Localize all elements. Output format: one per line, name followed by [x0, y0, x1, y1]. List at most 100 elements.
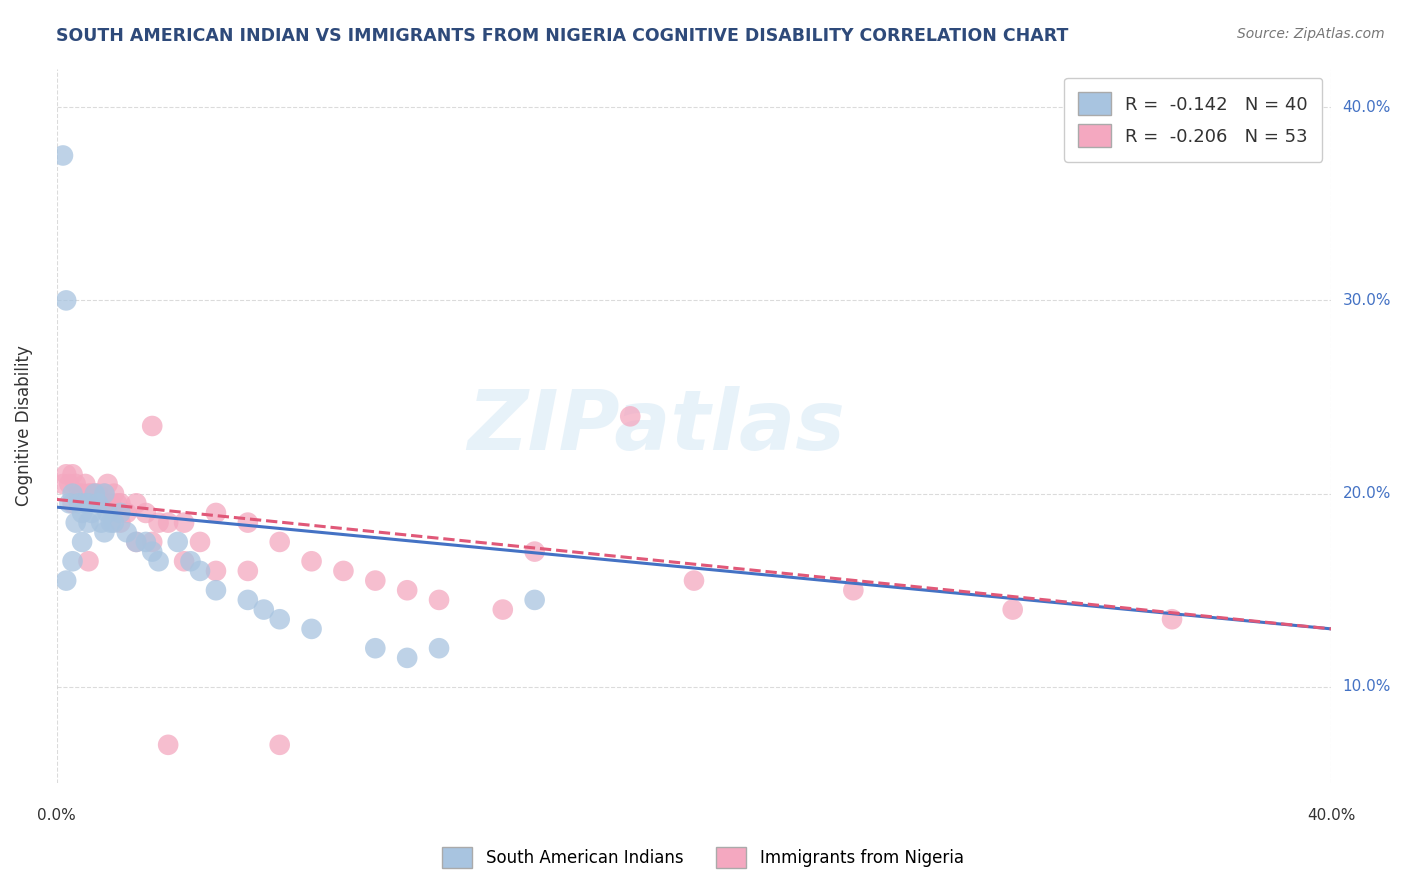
- Point: [75, 496, 97, 510]
- Text: SOUTH AMERICAN INDIAN VS IMMIGRANTS FROM NIGERIA COGNITIVE DISABILITY CORRELATIO: SOUTH AMERICAN INDIAN VS IMMIGRANTS FROM…: [56, 27, 1069, 45]
- Point: [179, 554, 201, 568]
- Point: [396, 651, 419, 665]
- Point: [93, 525, 115, 540]
- Point: [70, 506, 93, 520]
- Point: [77, 516, 100, 530]
- Point: [87, 486, 110, 500]
- Point: [110, 506, 132, 520]
- Point: [141, 535, 163, 549]
- Point: [332, 564, 354, 578]
- Point: [70, 486, 93, 500]
- Point: [67, 496, 90, 510]
- Point: [70, 535, 93, 549]
- Point: [97, 506, 120, 520]
- Point: [105, 496, 128, 510]
- Point: [301, 622, 323, 636]
- Point: [427, 641, 450, 656]
- Point: [103, 516, 125, 530]
- Point: [77, 486, 100, 500]
- Text: ZIPatlas: ZIPatlas: [467, 385, 845, 467]
- Point: [236, 593, 259, 607]
- Point: [55, 293, 77, 308]
- Text: 20.0%: 20.0%: [1343, 486, 1391, 501]
- Point: [62, 496, 84, 510]
- Point: [173, 554, 195, 568]
- Point: [205, 564, 228, 578]
- Point: [58, 477, 80, 491]
- Point: [157, 738, 180, 752]
- Point: [83, 486, 105, 500]
- Point: [269, 738, 291, 752]
- Point: [62, 554, 84, 568]
- Point: [55, 574, 77, 588]
- Legend: South American Indians, Immigrants from Nigeria: South American Indians, Immigrants from …: [436, 840, 970, 875]
- Point: [65, 477, 87, 491]
- Text: 10.0%: 10.0%: [1343, 680, 1391, 694]
- Point: [77, 496, 100, 510]
- Point: [52, 148, 75, 162]
- Point: [83, 486, 105, 500]
- Point: [166, 535, 188, 549]
- Point: [188, 564, 211, 578]
- Point: [141, 419, 163, 434]
- Point: [125, 535, 148, 549]
- Point: [58, 496, 80, 510]
- Point: [148, 516, 170, 530]
- Point: [103, 486, 125, 500]
- Point: [269, 535, 291, 549]
- Y-axis label: Cognitive Disability: Cognitive Disability: [15, 345, 32, 507]
- Point: [93, 486, 115, 500]
- Point: [1001, 602, 1024, 616]
- Point: [65, 516, 87, 530]
- Point: [87, 496, 110, 510]
- Point: [125, 535, 148, 549]
- Point: [135, 535, 157, 549]
- Point: [125, 496, 148, 510]
- Point: [396, 583, 419, 598]
- Point: [427, 593, 450, 607]
- Point: [301, 554, 323, 568]
- Point: [619, 409, 641, 424]
- Point: [97, 477, 120, 491]
- Point: [205, 583, 228, 598]
- Point: [80, 506, 103, 520]
- Text: 40.0%: 40.0%: [1343, 100, 1391, 115]
- Point: [62, 486, 84, 500]
- Point: [141, 544, 163, 558]
- Point: [77, 554, 100, 568]
- Point: [148, 554, 170, 568]
- Point: [100, 516, 122, 530]
- Point: [115, 506, 138, 520]
- Point: [55, 467, 77, 482]
- Point: [115, 525, 138, 540]
- Point: [100, 496, 122, 510]
- Point: [157, 516, 180, 530]
- Point: [188, 535, 211, 549]
- Point: [842, 583, 865, 598]
- Point: [80, 486, 103, 500]
- Point: [523, 544, 546, 558]
- Point: [62, 467, 84, 482]
- Text: 30.0%: 30.0%: [1343, 293, 1391, 308]
- Text: 0.0%: 0.0%: [37, 808, 76, 823]
- Text: 40.0%: 40.0%: [1308, 808, 1355, 823]
- Point: [269, 612, 291, 626]
- Point: [90, 496, 112, 510]
- Point: [683, 574, 706, 588]
- Point: [135, 506, 157, 520]
- Point: [110, 516, 132, 530]
- Point: [67, 486, 90, 500]
- Point: [253, 602, 276, 616]
- Point: [93, 496, 115, 510]
- Point: [492, 602, 515, 616]
- Point: [52, 477, 75, 491]
- Text: Source: ZipAtlas.com: Source: ZipAtlas.com: [1237, 27, 1385, 41]
- Point: [1161, 612, 1184, 626]
- Point: [75, 477, 97, 491]
- Point: [90, 516, 112, 530]
- Point: [93, 486, 115, 500]
- Point: [364, 574, 387, 588]
- Point: [364, 641, 387, 656]
- Point: [523, 593, 546, 607]
- Point: [236, 516, 259, 530]
